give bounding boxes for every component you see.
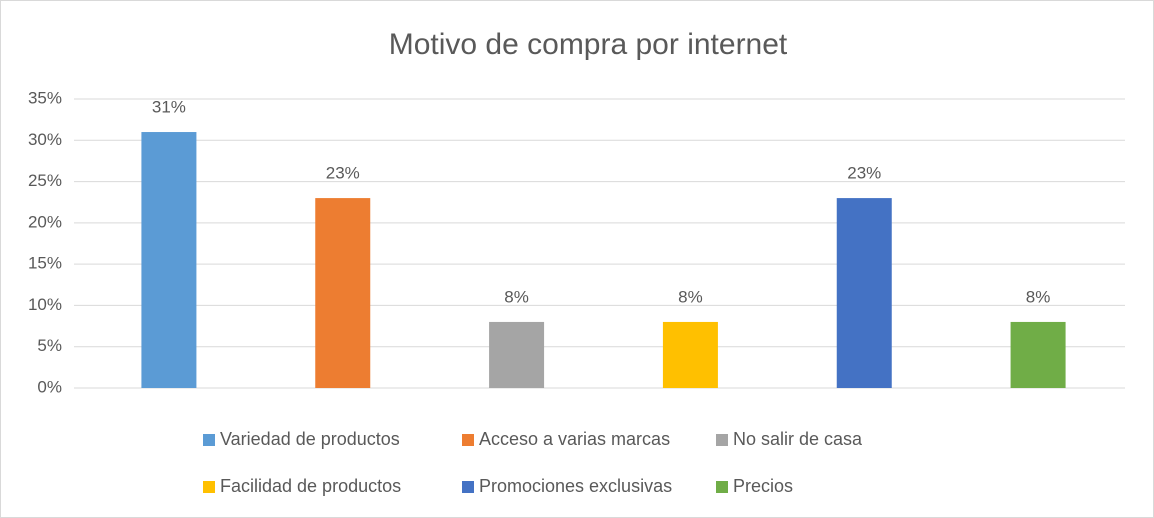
legend-swatch [462, 481, 474, 493]
legend-label: Acceso a varias marcas [479, 429, 670, 449]
legend-label: Variedad de productos [220, 429, 400, 449]
data-label: 23% [847, 164, 881, 183]
legend-swatch [716, 434, 728, 446]
bar [836, 198, 892, 388]
y-tick-label: 30% [28, 130, 62, 149]
y-tick-label: 5% [37, 336, 62, 355]
legend-swatch [203, 481, 215, 493]
y-tick-label: 25% [28, 171, 62, 190]
data-label: 8% [504, 287, 529, 306]
data-label: 31% [152, 98, 186, 117]
legend-label: Precios [733, 476, 793, 496]
chart-title: Motivo de compra por internet [389, 28, 788, 61]
legend-swatch [203, 434, 215, 446]
data-label: 23% [326, 164, 360, 183]
bar [662, 321, 718, 388]
data-label: 8% [678, 287, 703, 306]
y-tick-label: 20% [28, 212, 62, 231]
y-tick-label: 0% [37, 377, 62, 396]
legend-swatch [716, 481, 728, 493]
y-tick-label: 15% [28, 254, 62, 273]
y-tick-label: 35% [28, 88, 62, 107]
bar [489, 321, 545, 388]
legend-label: Promociones exclusivas [479, 476, 672, 496]
y-tick-label: 10% [28, 295, 62, 314]
bar [1010, 321, 1066, 388]
legend-label: Facilidad de productos [220, 476, 401, 496]
legend-label: No salir de casa [733, 429, 863, 449]
bar [315, 198, 371, 388]
legend-swatch [462, 434, 474, 446]
bar [141, 132, 197, 388]
data-label: 8% [1026, 287, 1051, 306]
